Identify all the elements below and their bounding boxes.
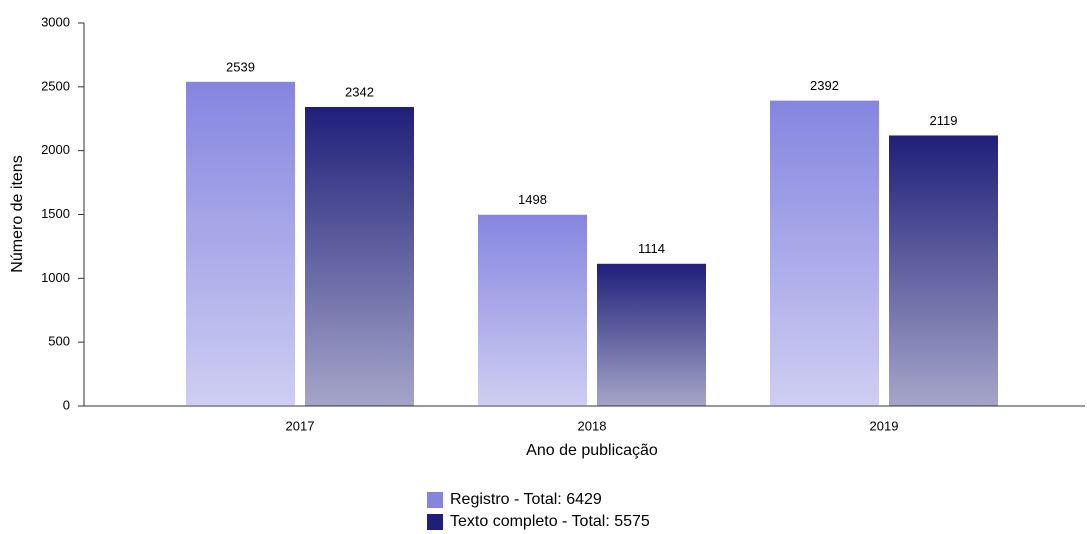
bar — [597, 263, 706, 406]
bar — [305, 107, 414, 406]
x-axis-label: Ano de publicação — [526, 442, 658, 459]
legend-swatch — [427, 514, 443, 530]
y-axis-label: Número de itens — [9, 155, 26, 272]
data-label: 2539 — [226, 59, 255, 74]
data-label: 2119 — [930, 113, 958, 128]
y-tick-label: 500 — [48, 334, 70, 349]
y-tick-label: 3000 — [41, 14, 70, 29]
y-tick-label: 2000 — [41, 142, 70, 157]
y-tick-label: 1000 — [41, 270, 70, 285]
bar — [478, 214, 587, 406]
y-tick-label: 1500 — [41, 206, 70, 221]
legend-label: Texto completo - Total: 5575 — [450, 513, 650, 530]
data-label: 2392 — [810, 78, 839, 93]
bar — [770, 100, 879, 406]
legend-swatch — [427, 492, 443, 508]
legend-label: Registro - Total: 6429 — [450, 491, 602, 508]
x-tick-label: 2018 — [578, 418, 607, 433]
data-label: 1114 — [638, 241, 665, 256]
bar — [889, 135, 998, 406]
y-tick-label: 2500 — [41, 78, 70, 93]
data-label: 1498 — [518, 192, 547, 207]
bar — [186, 81, 295, 406]
y-tick-label: 0 — [63, 397, 70, 412]
x-tick-label: 2019 — [870, 418, 899, 433]
data-label: 2342 — [345, 84, 374, 99]
x-tick-label: 2017 — [286, 418, 315, 433]
